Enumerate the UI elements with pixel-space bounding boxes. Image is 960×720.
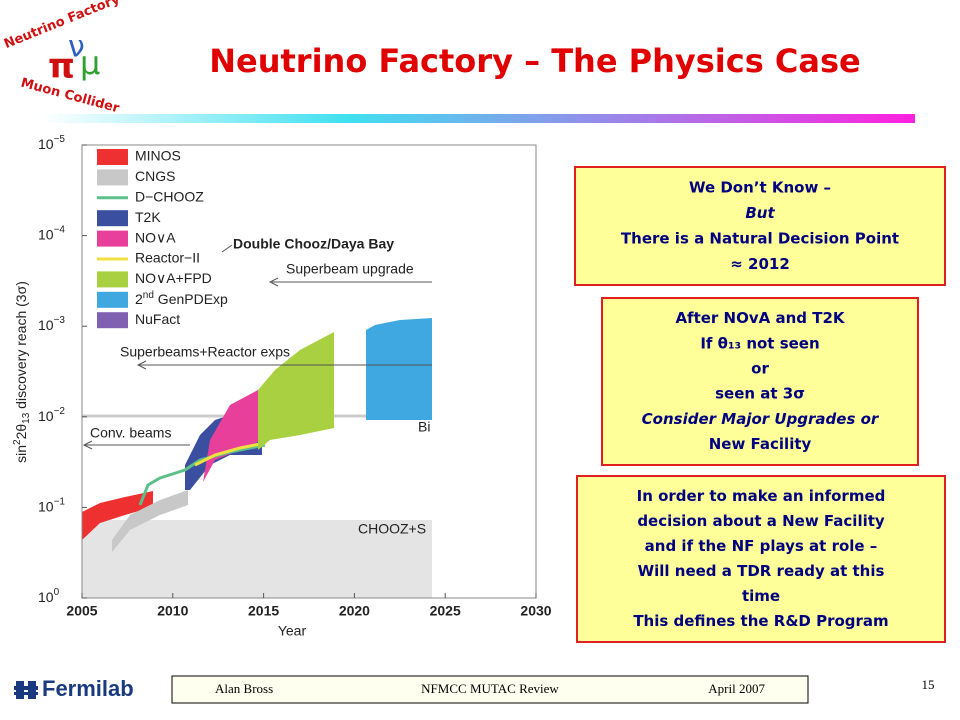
legend-label: NO∨A+FPD (135, 270, 212, 286)
legend-swatch (97, 312, 128, 329)
title-rule (42, 114, 915, 123)
text-box (574, 166, 946, 286)
tick-exp: −2 (54, 405, 66, 416)
tick-base: 10 (38, 408, 54, 424)
y-axis-label: sin22θ13 discovery reach (3σ) (12, 281, 32, 463)
annotation: Double Chooz/Daya Bay (233, 236, 394, 252)
legend-part: nd (143, 289, 154, 300)
legend-label: 2nd GenPDExp (135, 289, 228, 306)
legend-swatch (97, 169, 128, 186)
box-line: We Don’t Know – (689, 178, 831, 196)
text-box (601, 297, 919, 466)
box-line: Will need a TDR ready at this (638, 562, 885, 580)
logo-symbol: μ (80, 44, 100, 82)
figure: Double Chooz/Daya Bay Superbeam upgrade … (12, 134, 552, 639)
annotation: Bi (418, 419, 430, 435)
box-line: There is a Natural Decision Point (621, 229, 899, 247)
arrows (82, 244, 432, 450)
nova-region (203, 390, 262, 482)
x-tick-label: 2020 (339, 603, 370, 619)
y-tick-label: 10−5 (38, 134, 65, 152)
tick-base: 10 (38, 498, 54, 514)
x-axis-label: Year (278, 623, 307, 639)
footer-box (171, 675, 809, 704)
y-tick-label: 10−1 (38, 496, 65, 514)
legend-swatch (97, 210, 128, 227)
plot-frame (81, 144, 537, 599)
footer-author: Alan Bross (215, 681, 273, 696)
page-number: 15 (922, 677, 935, 692)
y-tick-label: 100 (38, 587, 60, 605)
box-line: time (742, 587, 780, 605)
box-line: In order to make an informed (637, 487, 886, 505)
legend-swatch (97, 230, 128, 247)
box-line: Consider Major Upgrades or (642, 410, 880, 428)
text-box (576, 475, 946, 643)
footer-meeting: NFMCC MUTAC Review (421, 681, 559, 696)
x-tick-label: 2010 (157, 603, 188, 619)
tick-exp: −1 (54, 496, 66, 507)
annotation: Superbeams+Reactor exps (120, 344, 290, 360)
legend-part: GenPDExp (154, 291, 228, 307)
legend-label: D−CHOOZ (135, 189, 204, 205)
box-line: decision about a New Facility (637, 512, 885, 530)
legend-swatch (97, 149, 128, 165)
logo: Neutrino Factory π ν μ Muon Collider (2, 0, 122, 117)
box-line: ≈ 2012 (730, 255, 790, 273)
annotation: CHOOZ+S (358, 521, 426, 537)
y-tick-label: 10−4 (38, 224, 65, 242)
annotation: Conv. beams (90, 425, 171, 441)
x-tick-label: 2015 (248, 603, 279, 619)
tick-exp: −4 (54, 224, 66, 235)
text-boxes: We Don’t Know – But There is a Natural Dec… (574, 166, 946, 643)
legend-swatch (97, 291, 128, 308)
fermilab-logo: Fermilab (14, 676, 134, 701)
x-tick-label: 2030 (520, 603, 551, 619)
logo-symbol: ν (68, 30, 85, 65)
legend-label: NuFact (135, 311, 180, 327)
logo-symbol: π (48, 47, 75, 87)
box-line: If θ₁₃ not seen (700, 334, 819, 352)
cngs-region (112, 490, 188, 552)
tick-exp: −5 (54, 134, 66, 145)
legend-label: MINOS (135, 148, 181, 164)
clip (433, 145, 536, 598)
box-line: But (745, 204, 775, 222)
tick-base: 10 (38, 589, 54, 605)
legend-label: CNGS (135, 168, 175, 184)
box-line: New Facility (709, 435, 812, 453)
box-line: or (751, 359, 769, 377)
tick-base: 10 (38, 226, 54, 242)
slide-title: Neutrino Factory – The Physics Case (209, 42, 861, 80)
lab-name: Fermilab (42, 676, 134, 701)
tick-base: 10 (38, 136, 54, 152)
x-tick-label: 2005 (66, 603, 97, 619)
box-line: seen at 3σ (715, 385, 805, 403)
y-tick-label: 10−2 (38, 405, 65, 423)
annotation: Superbeam upgrade (286, 261, 414, 277)
box-line: This defines the R&D Program (633, 612, 888, 630)
box-line: and if the NF plays at role – (645, 537, 878, 555)
legend-label: Reactor−II (135, 250, 200, 266)
chooz-region (82, 520, 432, 598)
logo-top: Neutrino Factory (2, 0, 122, 52)
tick-base: 10 (38, 317, 54, 333)
reactor-curve (194, 441, 266, 467)
y-tick-label: 10−3 (38, 315, 65, 333)
x-tick-label: 2025 (430, 603, 461, 619)
legend-label: NO∨A (135, 229, 176, 245)
legend-swatch (97, 271, 128, 288)
novafpd-region (258, 332, 334, 450)
minos-region (82, 491, 153, 540)
tick-exp: 0 (54, 587, 60, 598)
legend-part: 2 (135, 291, 143, 307)
tick-exp: −3 (54, 315, 66, 326)
footer-date: April 2007 (708, 681, 765, 696)
box-line: After NOvA and T2K (675, 309, 845, 327)
legend-label: T2K (135, 209, 161, 225)
genpd-region (366, 318, 432, 420)
